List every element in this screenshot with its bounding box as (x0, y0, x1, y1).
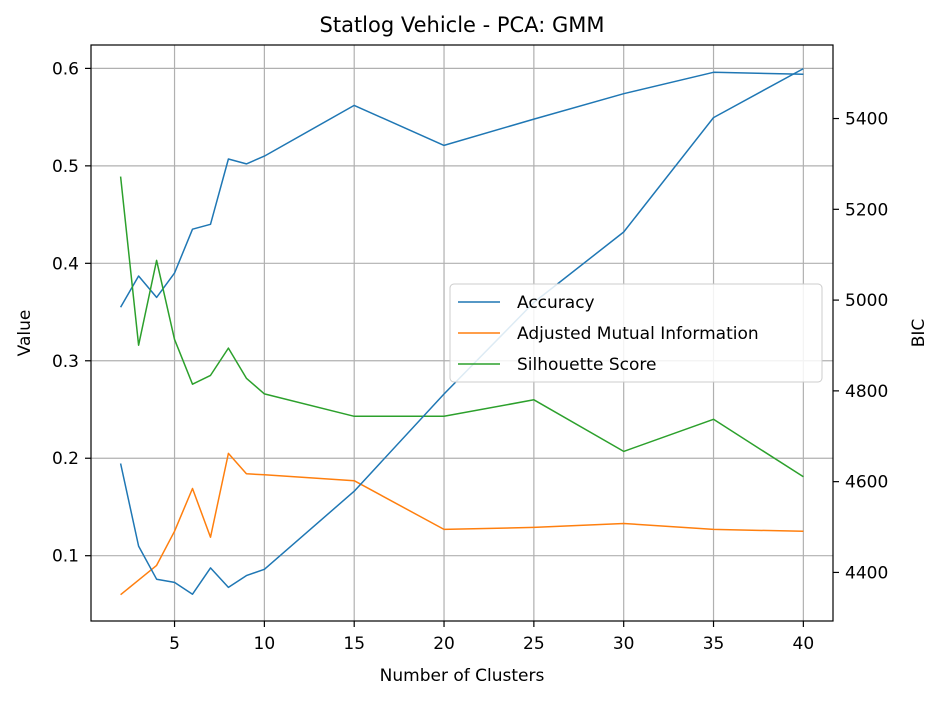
x-tick-label: 35 (703, 634, 725, 654)
x-tick-label: 30 (613, 634, 635, 654)
y-axis-label: Value (15, 310, 35, 357)
y-tick-label: 0.5 (52, 157, 79, 177)
y-tick-label: 0.6 (52, 59, 79, 79)
x-tick-label: 40 (793, 634, 815, 654)
legend-frame (449, 283, 823, 383)
legend-label-silhouette: Silhouette Score (517, 355, 656, 375)
x-tick-label: 20 (433, 634, 455, 654)
y-tick-label: 0.3 (52, 352, 79, 372)
y2-tick-label: 5400 (845, 110, 888, 130)
chart-title: Statlog Vehicle - PCA: GMM (320, 13, 605, 37)
series-line-adjusted-mutual-information (120, 452, 804, 596)
x-axis-label: Number of Clusters (380, 666, 545, 686)
x-tick-label: 10 (254, 634, 276, 654)
legend: Accuracy Adjusted Mutual Information Sil… (449, 283, 823, 383)
series-line-accuracy (119, 71, 804, 308)
x-tick-label: 15 (343, 634, 365, 654)
legend-label-accuracy: Accuracy (517, 293, 595, 313)
series-line-bic-right-axis (119, 67, 804, 595)
y2-tick-label: 4800 (845, 382, 888, 402)
y-tick-label: 0.2 (52, 449, 79, 469)
series-line-silhouette-score (119, 176, 804, 478)
y-tick-label: 0.4 (52, 254, 79, 274)
x-tick-label: 25 (523, 634, 545, 654)
y-tick-label: 0.1 (52, 547, 79, 567)
legend-label-ami: Adjusted Mutual Information (517, 324, 759, 344)
y2-tick-label: 4400 (845, 563, 888, 583)
series-layer (119, 67, 804, 596)
x-tick-label: 5 (169, 634, 180, 654)
axis-layer: 5 10 15 20 25 30 35 40 0.1 0.2 0.3 0.4 0.5 0.6 4400 460… (52, 59, 888, 654)
y2-tick-label: 4600 (845, 473, 888, 493)
y2-tick-label: 5000 (845, 291, 888, 311)
y2-tick-label: 5200 (845, 200, 888, 220)
plot-frame (90, 44, 834, 622)
y2-axis-label: BIC (909, 319, 929, 348)
